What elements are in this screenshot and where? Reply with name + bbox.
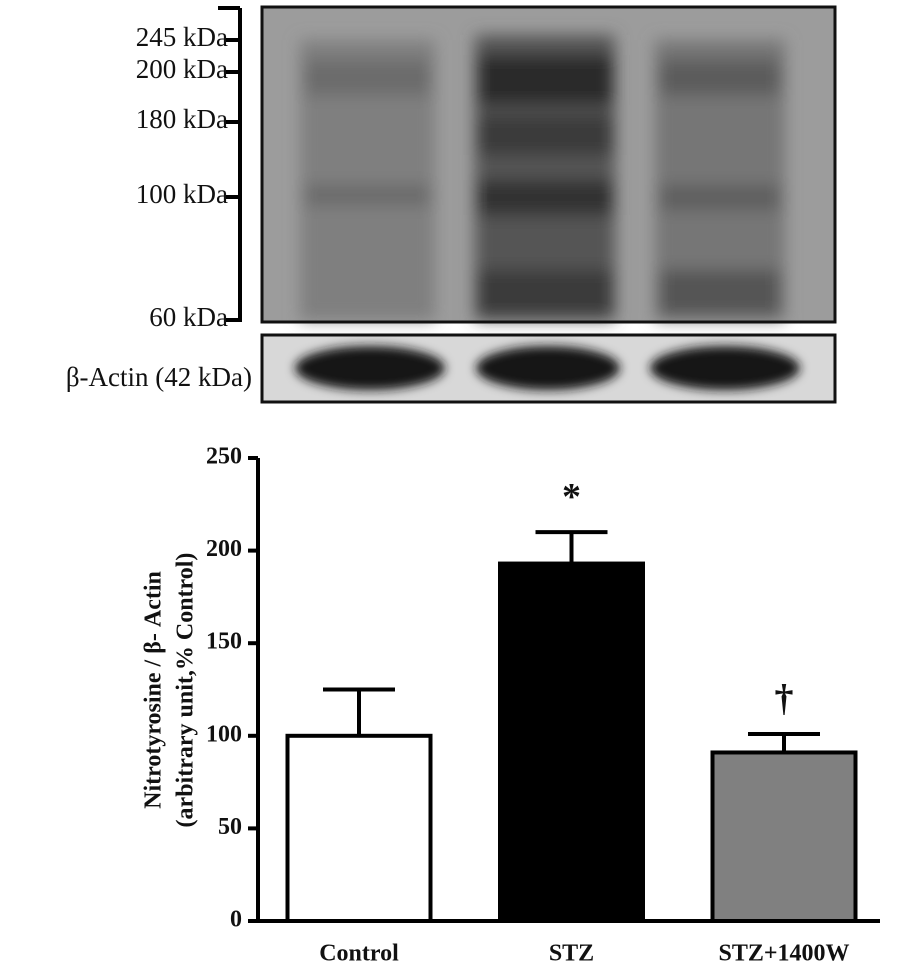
y-tick-label: 0 bbox=[230, 907, 242, 933]
marker-label: 245 kDa bbox=[136, 22, 228, 52]
y-tick-label: 200 bbox=[206, 536, 242, 562]
x-tick-label: STZ+1400W bbox=[718, 941, 849, 967]
blot: β-Actin (42 kDa) bbox=[66, 5, 837, 404]
marker-label: 60 kDa bbox=[149, 302, 228, 332]
y-tick-label: 150 bbox=[206, 629, 242, 655]
bar bbox=[710, 750, 858, 924]
y-tick-label: 100 bbox=[206, 721, 242, 747]
y-axis-label: (arbitrary unit,% Control) bbox=[173, 553, 199, 828]
marker-label: 100 kDa bbox=[136, 179, 228, 209]
bar bbox=[285, 733, 433, 923]
marker-label: 200 kDa bbox=[136, 54, 228, 84]
chart: 0 50 100 150 200 250 Nitrotyrosine / β- Actin(… bbox=[141, 444, 880, 967]
y-tick-label: 250 bbox=[206, 444, 242, 470]
significance-mark: * bbox=[562, 476, 581, 518]
y-axis-label: Nitrotyrosine / β- Actin bbox=[141, 571, 167, 809]
significance-mark: † bbox=[775, 678, 794, 720]
loading-control-label: β-Actin (42 kDa) bbox=[66, 362, 252, 392]
bar bbox=[498, 561, 645, 924]
x-tick-label: Control bbox=[319, 941, 399, 967]
marker-label: 180 kDa bbox=[136, 104, 228, 134]
y-tick-label: 50 bbox=[218, 814, 242, 840]
x-tick-label: STZ bbox=[549, 941, 594, 967]
